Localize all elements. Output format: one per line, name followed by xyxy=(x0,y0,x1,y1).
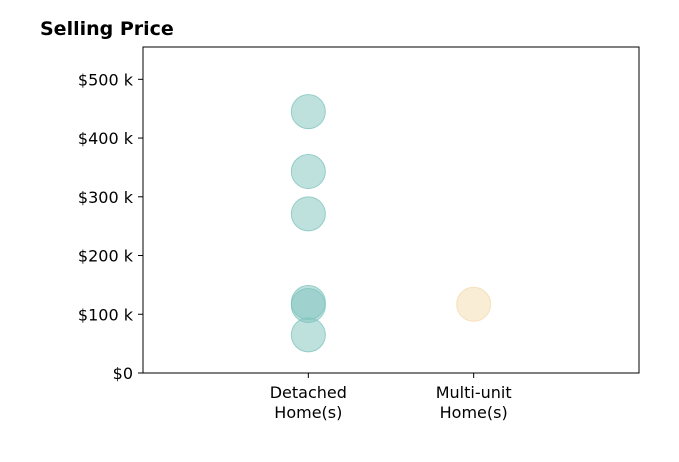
plot-frame xyxy=(142,46,640,374)
x-tick-label: Detached Home(s) xyxy=(270,383,347,422)
data-point xyxy=(290,154,326,190)
y-tick-label: $100 k xyxy=(78,305,134,324)
plot-area: $0 $100 k $200 k $300 k $400 k $500 k Detached… xyxy=(78,46,640,422)
data-point xyxy=(456,286,492,322)
y-tick-label: $500 k xyxy=(78,70,134,89)
y-tick-label: $400 k xyxy=(78,129,134,148)
data-point xyxy=(290,94,326,130)
x-tick-label: Multi-unit Home(s) xyxy=(436,383,512,422)
y-tick-label: $200 k xyxy=(78,247,134,266)
y-tick-label: $0 xyxy=(113,364,133,383)
y-tick-label: $300 k xyxy=(78,188,134,207)
data-point xyxy=(290,196,326,232)
chart-title: Selling Price xyxy=(40,18,174,40)
data-point xyxy=(290,317,326,353)
